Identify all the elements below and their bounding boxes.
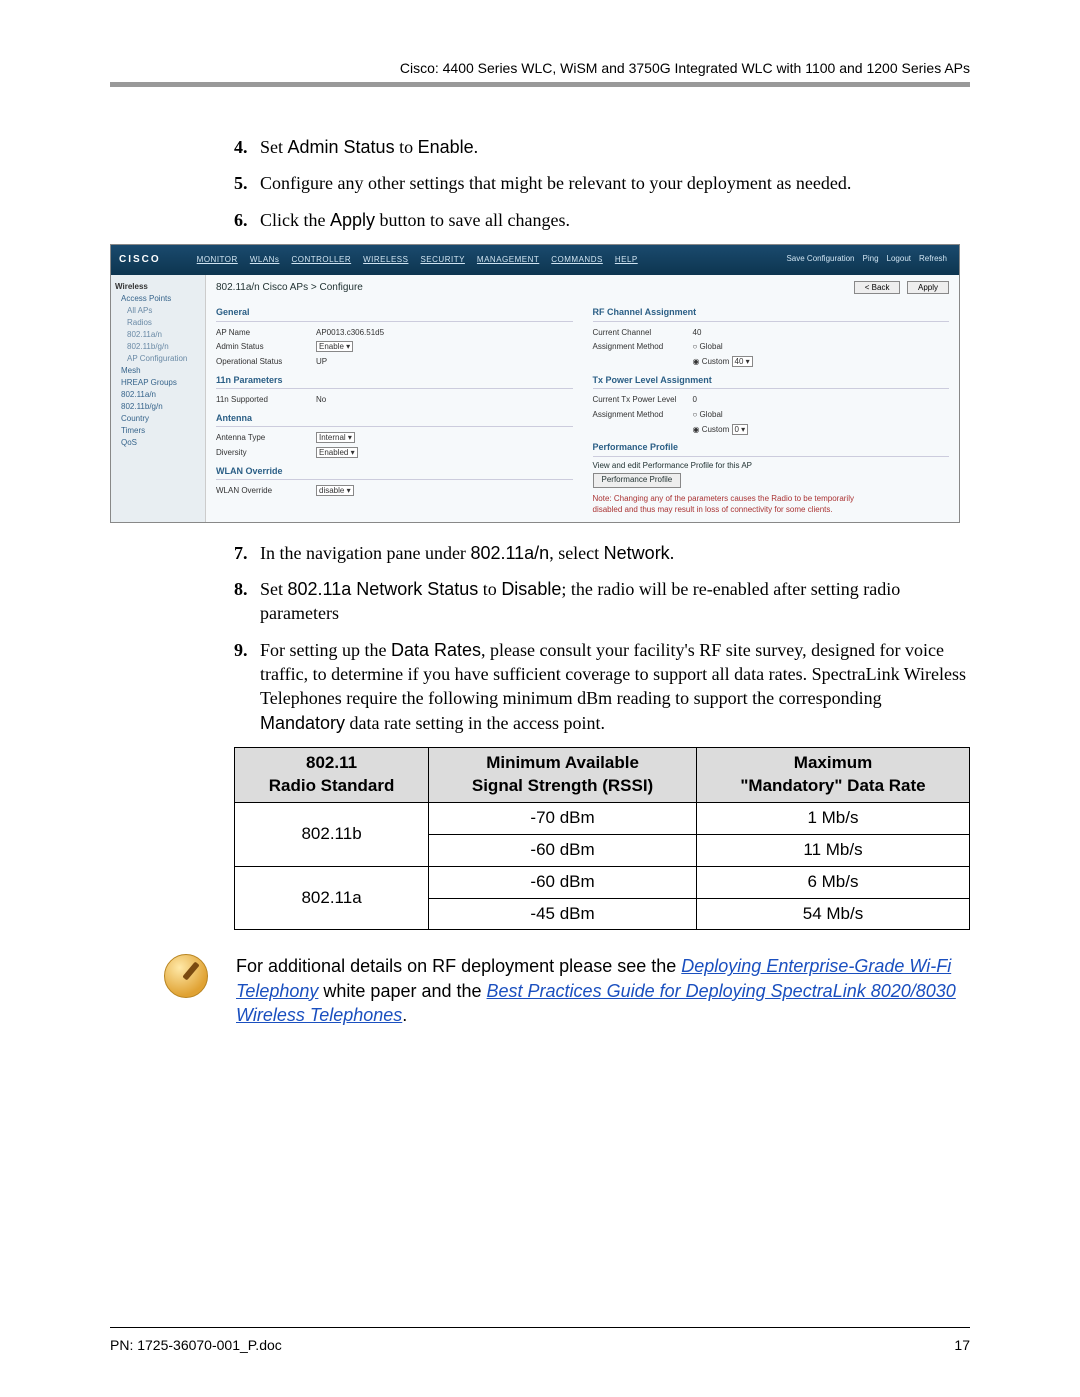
nav-item[interactable]: WIRELESS [363,255,408,264]
page-header: Cisco: 4400 Series WLC, WiSM and 3750G I… [110,60,970,76]
config-row: Current Channel40 [593,326,950,341]
config-row: ◉ Custom 40 ▾ [593,355,950,370]
nav-item[interactable]: COMMANDS [551,255,603,264]
panel-title: 802.11a/n Cisco APs > Configure [216,281,363,295]
table-header: Maximum"Mandatory" Data Rate [696,747,969,802]
config-row: 11n SupportedNo [216,393,573,408]
config-row: Antenna TypeInternal ▾ [216,431,573,446]
select[interactable]: 0 ▾ [732,424,749,435]
footer-page: 17 [954,1337,970,1353]
note-icon [164,954,208,998]
warning-note: Note: Changing any of the parameters cau… [593,494,873,516]
nav-item[interactable]: SECURITY [420,255,464,264]
table-row: 802.11b-70 dBm1 Mb/s [235,802,970,834]
header-rule [110,82,970,87]
select[interactable]: disable ▾ [316,485,354,496]
sidebar: Wireless Access PointsAll APsRadios802.1… [111,275,206,522]
step-item: 9.For setting up the Data Rates, please … [234,638,970,735]
nav-item[interactable]: MONITOR [197,255,238,264]
step-item: 4.Set Admin Status to Enable. [234,135,970,159]
perf-profile-button[interactable]: Performance Profile [593,473,682,488]
data-rate-table: 802.11Radio StandardMinimum AvailableSig… [234,747,970,931]
config-row: Assignment Method○ Global [593,408,950,423]
config-row: Assignment Method○ Global [593,340,950,355]
sidebar-item[interactable]: Mesh [115,365,201,377]
sidebar-title: Wireless [115,281,201,293]
top-links: Save Configuration Ping Logout Refresh [782,254,951,265]
sidebar-item[interactable]: 802.11b/g/n [115,341,201,353]
sidebar-item[interactable]: Timers [115,425,201,437]
step-item: 7.In the navigation pane under 802.11a/n… [234,541,970,565]
steps-list-1: 4.Set Admin Status to Enable. 5.Configure… [234,135,970,232]
config-row: Operational StatusUP [216,355,573,370]
section-label: Antenna [216,412,573,427]
nav-item[interactable]: HELP [615,255,638,264]
section-label: 11n Parameters [216,374,573,389]
wlc-screenshot: CISCO MONITOR WLANs CONTROLLER WIRELESS SECU… [110,244,960,523]
sidebar-item[interactable]: 802.11a/n [115,329,201,341]
sidebar-item[interactable]: 802.11a/n [115,389,201,401]
top-nav: MONITOR WLANs CONTROLLER WIRELESS SECURITY MA… [191,253,644,266]
section-label: RF Channel Assignment [593,306,950,321]
section-label: Tx Power Level Assignment [593,374,950,389]
section-label: WLAN Override [216,465,573,480]
config-row: Current Tx Power Level0 [593,393,950,408]
sidebar-item[interactable]: 802.11b/g/n [115,401,201,413]
steps-list-2: 7.In the navigation pane under 802.11a/n… [234,541,970,735]
perf-note: View and edit Performance Profile for th… [593,461,950,472]
section-label: Performance Profile [593,441,950,456]
config-row: WLAN Overridedisable ▾ [216,484,573,499]
config-row: AP NameAP0013.c306.51d5 [216,326,573,341]
table-header: 802.11Radio Standard [235,747,429,802]
step-item: 6.Click the Apply button to save all cha… [234,208,970,232]
apply-button[interactable]: Apply [907,281,949,294]
sidebar-item[interactable]: QoS [115,437,201,449]
table-row: 802.11a-60 dBm6 Mb/s [235,866,970,898]
nav-item[interactable]: CONTROLLER [291,255,351,264]
back-button[interactable]: < Back [854,281,901,294]
toplink[interactable]: Ping [863,254,879,263]
sidebar-item[interactable]: Country [115,413,201,425]
table-header: Minimum AvailableSignal Strength (RSSI) [429,747,697,802]
step-item: 5.Configure any other settings that migh… [234,171,970,195]
sidebar-item[interactable]: AP Configuration [115,353,201,365]
config-row: DiversityEnabled ▾ [216,446,573,461]
note-text: For additional details on RF deployment … [236,954,970,1027]
sidebar-item[interactable]: Access Points [115,293,201,305]
nav-item[interactable]: MANAGEMENT [477,255,539,264]
footer-pn: PN: 1725-36070-001_P.doc [110,1337,282,1353]
section-label: General [216,306,573,321]
select[interactable]: 40 ▾ [732,356,753,367]
config-row: Admin StatusEnable ▾ [216,340,573,355]
select[interactable]: Internal ▾ [316,432,355,443]
nav-item[interactable]: WLANs [250,255,280,264]
toplink[interactable]: Save Configuration [786,254,854,263]
sidebar-item[interactable]: Radios [115,317,201,329]
config-row: ◉ Custom 0 ▾ [593,423,950,438]
select[interactable]: Enable ▾ [316,341,353,352]
sidebar-item[interactable]: All APs [115,305,201,317]
cisco-logo: CISCO [119,253,161,267]
note-block: For additional details on RF deployment … [164,954,970,1027]
step-item: 8.Set 802.11a Network Status to Disable;… [234,577,970,626]
select[interactable]: Enabled ▾ [316,447,358,458]
toplink[interactable]: Refresh [919,254,947,263]
toplink[interactable]: Logout [887,254,911,263]
sidebar-item[interactable]: HREAP Groups [115,377,201,389]
